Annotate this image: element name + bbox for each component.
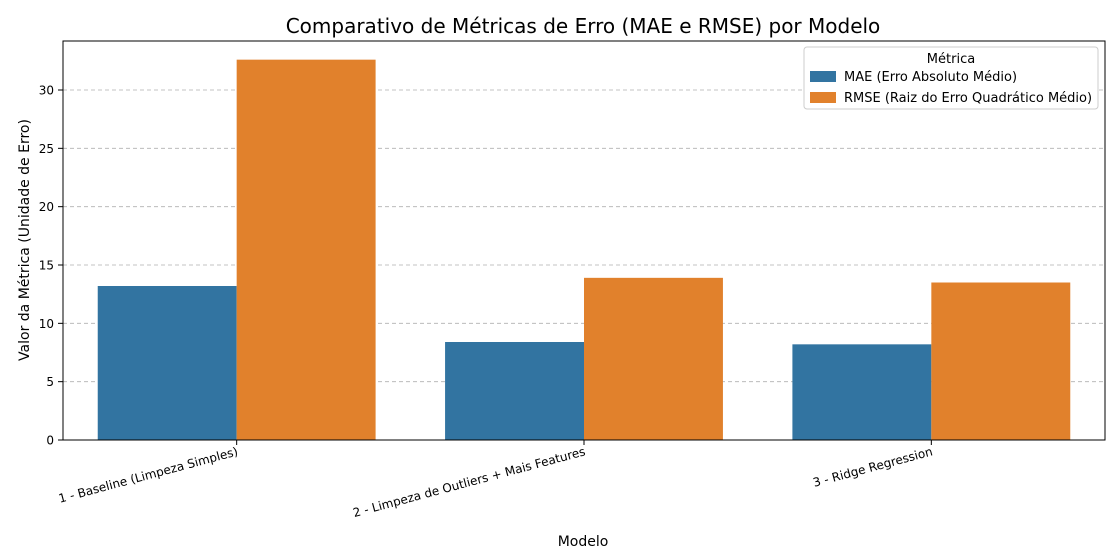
y-axis-label: Valor da Métrica (Unidade de Erro) (17, 119, 33, 361)
bar-mae (97, 286, 237, 440)
x-axis-label: Modelo (558, 534, 609, 550)
y-tick-label: 15 (39, 259, 54, 273)
x-tick-label: 1 - Baseline (Limpeza Simples) (57, 444, 239, 505)
legend-title: Métrica (927, 52, 975, 67)
y-tick-label: 25 (39, 142, 54, 156)
chart-title: Comparativo de Métricas de Erro (MAE e R… (286, 14, 881, 38)
bar-mae (792, 344, 932, 440)
y-tick-label: 5 (46, 375, 54, 389)
legend: Métrica MAE (Erro Absoluto Médio) RMSE (… (803, 46, 1099, 110)
x-tick-label: 3 - Ridge Regression (811, 444, 934, 489)
bars (97, 59, 1071, 441)
x-tick-label: 2 - Limpeza de Outliers + Mais Features (351, 444, 586, 520)
bar-mae (445, 342, 584, 440)
bar-rmse (931, 282, 1071, 440)
y-tick-label: 10 (39, 317, 54, 331)
legend-label-mae: MAE (Erro Absoluto Médio) (844, 70, 1017, 85)
bar-rmse (584, 277, 723, 440)
legend-box (803, 46, 1099, 110)
y-tick-label: 0 (46, 434, 54, 448)
x-axis: 1 - Baseline (Limpeza Simples) 2 - Limpez… (57, 440, 934, 520)
y-axis: 0 5 10 15 20 25 30 (39, 84, 63, 448)
y-tick-label: 20 (39, 200, 54, 214)
legend-swatch-mae (810, 71, 836, 82)
y-tick-label: 30 (39, 84, 54, 98)
bar-rmse (236, 59, 376, 441)
legend-swatch-rmse (810, 92, 836, 103)
legend-label-rmse: RMSE (Raiz do Erro Quadrático Médio) (844, 91, 1092, 106)
